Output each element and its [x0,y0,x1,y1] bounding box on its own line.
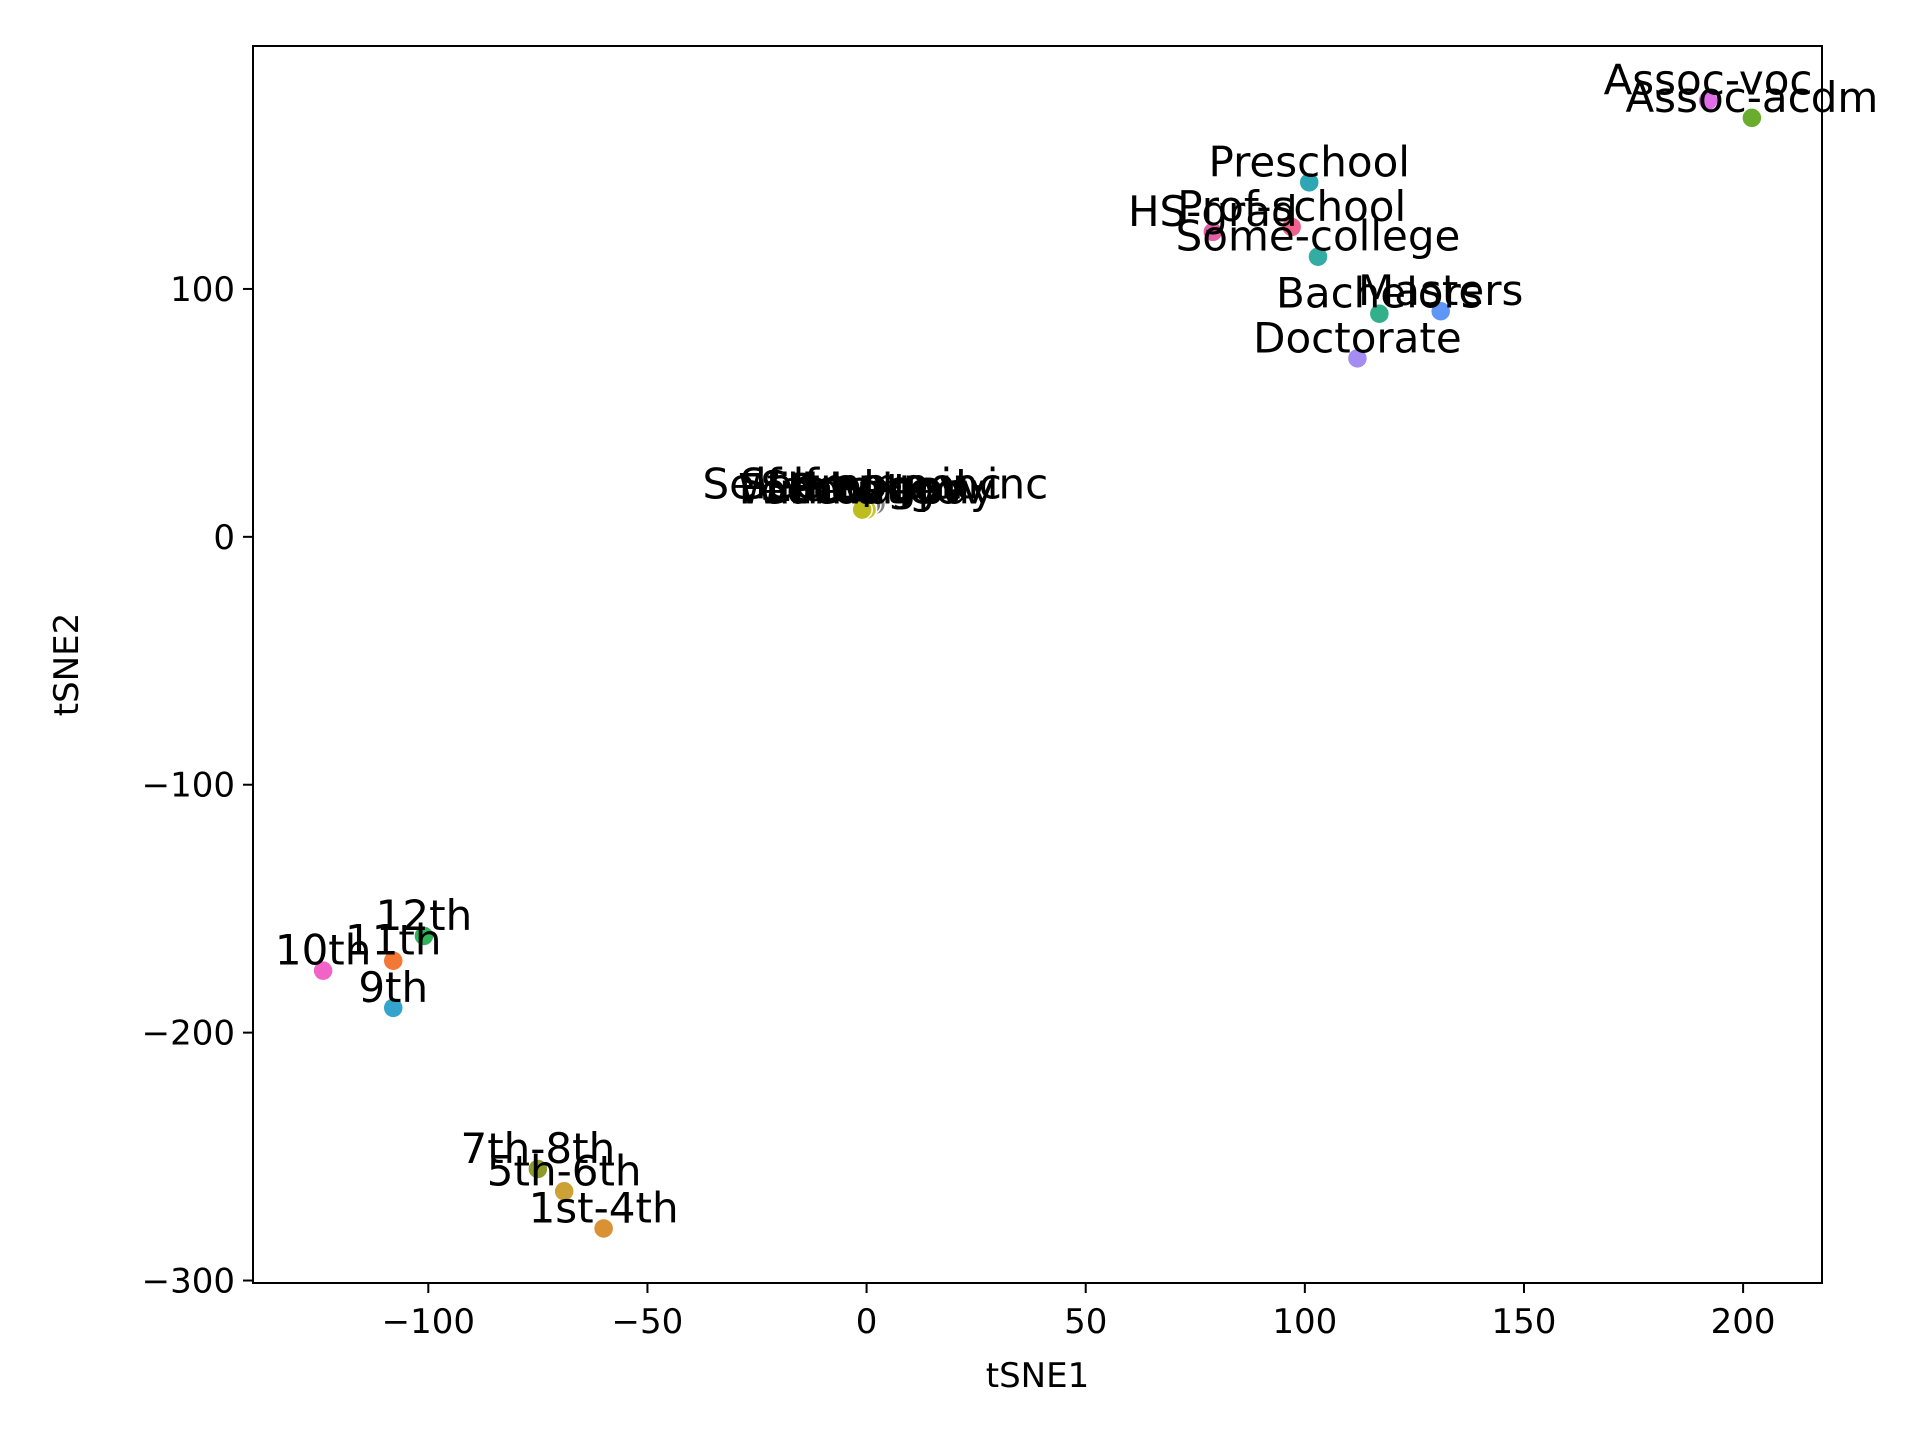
point-label: 10th [275,926,372,975]
point-label: 1st-4th [529,1183,679,1232]
y-tick-label: 0 [213,518,235,558]
y-axis-label: tSNE2 [47,613,87,716]
point-label: Bachelors [1276,269,1483,318]
point-label: Preschool [1209,137,1410,186]
y-tick-label: −300 [142,1262,235,1302]
scatter-point [382,997,404,1019]
x-tick-label: 150 [1492,1302,1557,1342]
scatter-point [312,959,334,982]
point-label: Assoc-voc [1604,56,1813,105]
point-label: Self-emp-inc [740,460,1002,509]
point-label: 9th [358,963,428,1012]
scatter-point [1429,300,1452,322]
scatter-point [527,1158,549,1180]
point-label: Federal-gov [739,465,986,514]
points-layer [312,89,1763,1240]
point-label: 11th [345,916,442,965]
scatter-point [1741,107,1763,129]
y-tick-label: −100 [142,766,235,806]
point-label: 5th-6th [487,1146,642,1195]
y-tick-label: 100 [170,270,235,310]
scatter-point [553,1180,575,1203]
scatter-point [592,1217,615,1240]
x-tick-label: 200 [1711,1302,1776,1342]
plot-area-frame [252,45,1823,1284]
point-label: Some-college [1176,212,1461,261]
point-label: Private [789,465,935,514]
point-label: HS-grad [1128,187,1298,236]
x-tick-label: −50 [612,1302,684,1342]
scatter-point [1307,245,1329,268]
scatter-point [413,925,435,947]
scatter-point [1697,89,1719,112]
x-tick-label: 100 [1272,1302,1337,1342]
scatter-point [1346,347,1369,370]
point-label: State-gov [760,462,964,511]
x-tick-label: 0 [856,1302,878,1342]
scatter-point [1368,302,1391,325]
point-label: Masters [1358,266,1523,315]
scatter-point [1280,216,1303,238]
scatter-point [1202,221,1224,243]
x-tick-label: −100 [382,1302,475,1342]
scatter-point [382,949,404,972]
point-label: Without-pay [738,465,995,514]
point-label: 7th-8th [460,1124,615,1173]
scatter-point [851,498,873,521]
point-label: Prof-school [1177,182,1406,231]
point-label: Doctorate [1253,313,1462,362]
point-label: Local-gov [766,462,967,511]
x-tick-label: 50 [1064,1302,1107,1342]
scatter-point [1298,171,1320,194]
point-label: Self-emp-not-inc [702,460,1048,509]
y-tick-label: −200 [142,1014,235,1054]
point-label: Assoc-acdm [1625,73,1878,122]
x-axis-label: tSNE1 [986,1356,1089,1396]
ticks-layer: −100 −50 0 50 100 150 200 −300 −200 −100 0 100 [142,270,1776,1342]
point-label: 12th [376,891,473,940]
